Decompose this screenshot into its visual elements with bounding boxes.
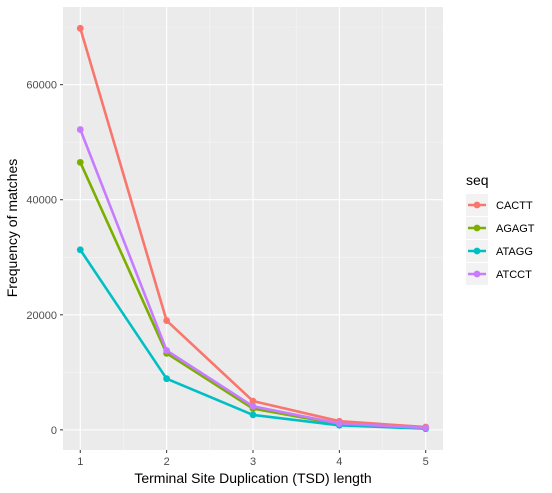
legend: seq CACTT AGAGT ATAGG ATCCT: [466, 172, 535, 285]
x-tick-label: 1: [77, 456, 83, 468]
data-point-atcct: [422, 424, 430, 432]
x-tick-label: 5: [423, 456, 429, 468]
y-tick-label: 40000: [26, 195, 57, 207]
legend-key-point: [473, 224, 481, 232]
legend-key-point: [473, 201, 481, 209]
data-point-atcct: [163, 347, 171, 354]
y-tick-label: 20000: [26, 310, 57, 322]
data-point-atagg: [163, 375, 171, 383]
series-points: [76, 24, 430, 433]
data-point-cactt: [249, 397, 257, 405]
legend-label: AGAGT: [496, 223, 535, 235]
y-tick-label: 60000: [26, 80, 57, 92]
data-point-agagt: [76, 158, 84, 166]
x-tick-label: 3: [250, 456, 256, 468]
y-axis-ticks: 0 20000 40000 60000: [26, 80, 63, 437]
legend-label: ATAGG: [496, 246, 533, 258]
data-point-cactt: [76, 24, 84, 32]
legend-title: seq: [466, 172, 489, 188]
legend-label: CACTT: [496, 200, 533, 212]
data-point-atagg: [249, 411, 257, 419]
data-point-atcct: [249, 402, 257, 410]
y-axis-title: Frequency of matches: [4, 159, 20, 298]
legend-key-point: [473, 270, 481, 278]
x-axis-ticks: 1 2 3 4 5: [77, 450, 429, 468]
legend-items: CACTT AGAGT ATAGG ATCCT: [466, 194, 535, 285]
x-axis-title: Terminal Site Duplication (TSD) length: [134, 470, 371, 486]
legend-key-point: [473, 247, 481, 255]
y-tick-label: 0: [51, 425, 57, 437]
legend-label: ATCCT: [496, 269, 532, 281]
data-point-atcct: [335, 420, 343, 427]
x-tick-label: 2: [164, 456, 170, 468]
data-point-cactt: [163, 317, 171, 324]
x-tick-label: 4: [336, 456, 342, 468]
data-point-atagg: [76, 246, 84, 254]
grid-major: [63, 7, 443, 450]
data-point-atcct: [76, 126, 84, 133]
